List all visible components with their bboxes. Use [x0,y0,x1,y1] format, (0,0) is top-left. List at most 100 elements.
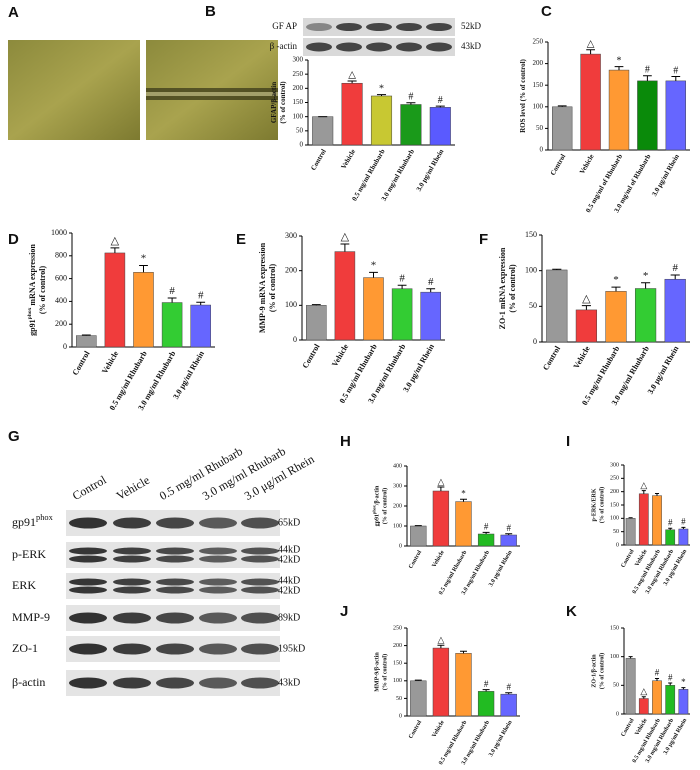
y-axis-label: (% of control) [278,81,286,124]
y-axis-label: (% of control) [508,264,517,313]
y-axis-label: ZO-1/β-actin [592,654,598,688]
bar [76,335,97,348]
y-tick-label: 250 [533,38,544,46]
blot-band [366,42,392,52]
bar [678,528,689,546]
text-part: β-actin [12,675,45,689]
text-part: ZO-1/β-actin [592,654,598,688]
y-tick-label: 0 [616,711,619,717]
x-tick-label: 3.0 mg/ml Rhubarb [380,148,416,203]
blot-row-label: β-actin [12,675,45,689]
blot-band [426,23,452,31]
bar [420,291,441,341]
x-tick-label: Control [541,344,562,372]
blot-band [199,612,237,624]
x-tick-label: Control [549,153,568,177]
error-bar [681,687,686,690]
text-part: mRNA expression [28,244,37,308]
x-tick-label: Control [408,719,423,740]
y-axis-label: gp91phox/β-actin [372,485,381,526]
bar [552,106,573,151]
significance-mark: # [399,272,405,284]
blot-row-label: GF AP [272,21,297,31]
blot-size: 52kD [461,21,482,31]
significance-mark: # [484,522,489,532]
blot-row-label: MMP-9 [12,610,50,624]
y-tick-label: 0 [300,141,304,149]
blot-band [241,612,279,624]
significance-mark: # [408,91,413,102]
y-axis-label: p-ERK/ERK [592,488,598,521]
y-tick-label: 150 [525,230,537,239]
blot-band [156,517,194,529]
bar [664,278,686,343]
x-tick-label: Vehicle [330,342,350,368]
blot-band [241,517,279,529]
y-tick-label: 0 [399,543,402,549]
significance-mark: △ [341,231,350,243]
blot-band [113,555,151,563]
y-tick-label: 100 [285,300,297,309]
blot-band [241,586,279,594]
superscript: phox [27,307,33,319]
bar [341,82,363,146]
y-tick-label: 300 [610,462,619,468]
blot-size: 43kD [461,41,482,51]
y-tick-label: 150 [393,661,402,667]
significance-mark: △ [640,686,647,696]
blot-column-label: Vehicle [114,473,152,503]
bar [546,269,568,343]
blot-band [426,42,452,52]
error-bar [671,76,681,81]
text-part: gp91 [12,515,36,529]
blot-strip [66,542,280,568]
blot-band [156,586,194,594]
y-tick-label: 250 [610,476,619,482]
y-axis-label: (% of control) [382,488,389,524]
bar [190,304,211,348]
error-bar [654,493,660,496]
x-tick-label: 3.0 μg/ml Rhein [488,719,514,758]
blot-band [69,586,107,594]
significance-mark: # [506,682,511,692]
error-bar [641,490,646,494]
x-tick-label: 3.0 μg/ml Rhein [171,349,206,401]
blot-band [69,555,107,563]
y-axis-label: ZO-1 mRNA expression [498,247,507,329]
panel-label: A [8,4,19,21]
blot-band [336,23,362,31]
blot-row-label: ERK [12,578,36,592]
blot-band [113,677,151,689]
error-bar [460,650,467,654]
y-tick-label: 300 [393,483,402,489]
error-bar [628,656,633,659]
blot-band [396,23,422,31]
text-part: MMP-9 [12,610,50,624]
bar [410,525,427,547]
significance-mark: △ [437,635,444,645]
bar [104,252,126,348]
y-tick-label: 200 [393,643,402,649]
panel-label: J [340,603,348,620]
micrograph [8,40,140,140]
error-bar [557,105,567,107]
bar [678,689,689,715]
y-tick-label: 400 [55,296,67,305]
blot-band [241,547,279,555]
text-part: gp91 [375,514,381,526]
blot-band [241,578,279,586]
significance-mark: # [506,523,511,533]
bar [312,116,334,146]
blot-size: 65kD [278,517,300,528]
bar [665,685,676,715]
blot-band [396,42,422,52]
significance-mark: * [681,677,686,687]
x-tick-label: Control [408,549,423,570]
blot-band [199,547,237,555]
blot-band [156,578,194,586]
bar [580,53,601,151]
error-bar [437,486,445,491]
text-part: ROS level (% of control) [518,58,526,132]
blot-band [113,578,151,586]
y-tick-label: 250 [293,70,304,78]
